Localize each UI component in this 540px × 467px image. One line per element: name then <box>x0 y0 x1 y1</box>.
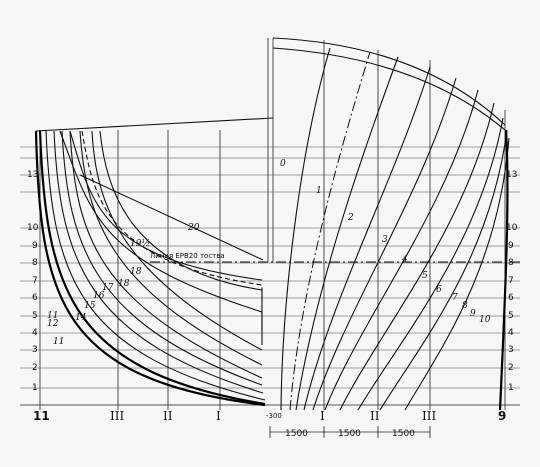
aft-sections <box>34 130 520 407</box>
wl-label-right-2: 2 <box>508 363 514 373</box>
fwd-sections <box>280 47 510 411</box>
aft-label-18b: 18 <box>130 267 142 277</box>
keel-line-label: Линия ЕРВ20 тоства <box>150 252 225 260</box>
wl-label-right-13: 13 <box>506 170 517 180</box>
aft-label-16: 16 <box>93 291 105 301</box>
wl-label-left-2: 2 <box>32 363 38 373</box>
dimension-label-1: 1500 <box>285 429 308 439</box>
aft-label-11: 11 <box>53 337 64 347</box>
dimension-line: 1500 1500 1500 <box>269 426 431 439</box>
aft-label-17: 17 <box>102 283 114 293</box>
fwd-label-0: 0 <box>280 159 286 169</box>
aft-section-18 <box>91 130 263 351</box>
aft-section-11 <box>34 130 266 407</box>
aft-label-12b: 12 <box>47 319 59 329</box>
diagonal-20 <box>79 174 264 261</box>
station-label-bow-I: I <box>320 409 325 423</box>
wl-label-left-3: 3 <box>32 345 38 355</box>
fwd-label-5: 5 <box>422 271 428 281</box>
wl-label-right-10: 10 <box>506 223 518 233</box>
fwd-section-9 <box>404 137 510 411</box>
station-label-stern-I: I <box>216 409 221 423</box>
fwd-label-2: 2 <box>347 213 354 223</box>
wl-label-right-3: 3 <box>508 345 514 355</box>
wl-label-left-4: 4 <box>32 328 38 338</box>
waterline-labels-right: 1 2 3 4 5 6 7 8 9 10 13 <box>506 170 518 393</box>
diagonal-20-label: 20 <box>187 223 200 233</box>
aft-label-18: 18 <box>118 279 130 289</box>
wl-label-left-8: 8 <box>32 258 38 268</box>
fwd-section-0 <box>280 47 331 411</box>
station-label-right-end: 9 <box>498 409 506 423</box>
aft-label-19: 19½ <box>130 238 150 249</box>
dimension-label-3: 1500 <box>392 429 415 439</box>
station-label-bow-III: III <box>422 409 436 423</box>
fwd-section-1 <box>289 51 371 411</box>
wl-label-left-7: 7 <box>32 276 38 286</box>
dimension-label-2: 1500 <box>338 429 361 439</box>
fwd-section-2 <box>295 56 399 411</box>
wl-label-right-1: 1 <box>508 383 514 393</box>
wl-label-left-1: 1 <box>32 383 38 393</box>
wl-label-left-6: 6 <box>32 293 38 303</box>
fwd-section-7 <box>357 117 504 411</box>
wl-label-right-8: 8 <box>508 258 514 268</box>
fwd-label-9: 9 <box>470 309 476 319</box>
aft-section-18b <box>99 130 263 330</box>
wl-label-right-6: 6 <box>508 293 514 303</box>
waterline-labels-left: 1 2 3 4 5 6 7 8 9 10 13 <box>27 170 39 393</box>
station-label-center: -300 <box>266 412 282 420</box>
aft-label-12a: 11 <box>47 311 58 321</box>
station-label-bow-II: II <box>370 409 380 423</box>
fwd-section-3 <box>303 66 431 411</box>
wl-label-right-9: 9 <box>508 241 514 251</box>
fwd-label-10: 10 <box>479 315 491 325</box>
fwd-section-labels: 0 1 2 3 4 5 6 7 8 9 10 <box>280 159 491 325</box>
aft-section-14 <box>53 130 264 394</box>
aft-section-19 <box>69 130 263 281</box>
wl-label-right-5: 5 <box>508 311 514 321</box>
wl-label-right-7: 7 <box>508 276 514 286</box>
bottom-station-labels: 11 III II I -300 I II III 9 <box>33 409 506 423</box>
aft-section-15 <box>61 130 263 386</box>
grid <box>20 37 520 410</box>
deck-line-aft <box>35 117 274 132</box>
aft-section-inner-a <box>59 130 263 345</box>
fwd-section-4 <box>312 77 457 411</box>
station-label-stern-II: II <box>163 409 173 423</box>
station-label-left-end: 11 <box>33 409 50 423</box>
fwd-section-5 <box>324 89 479 411</box>
fwd-label-7: 7 <box>452 293 458 303</box>
deck-line-fwd-outer <box>272 37 506 126</box>
aft-section-13 <box>45 130 266 401</box>
wl-label-right-4: 4 <box>508 328 514 338</box>
wl-label-left-5: 5 <box>32 311 38 321</box>
aft-section-17 <box>79 130 263 366</box>
aft-label-14: 14 <box>75 313 87 323</box>
aft-section-12 <box>38 130 266 406</box>
fwd-label-1: 1 <box>316 186 322 196</box>
deck-line-fwd-inner <box>272 47 506 131</box>
aft-section-19-dashed <box>81 130 263 300</box>
fwd-section-6 <box>339 102 495 411</box>
wl-label-left-9: 9 <box>32 241 38 251</box>
fwd-label-6: 6 <box>436 285 442 295</box>
aft-section-16 <box>69 130 263 379</box>
aft-section-labels: 11 11 12 14 15 16 17 18 18 19½ 20 Линия … <box>47 223 225 347</box>
aft-label-15: 15 <box>84 301 96 311</box>
station-label-stern-III: III <box>110 409 124 423</box>
fwd-label-3: 3 <box>382 235 388 245</box>
fwd-label-8: 8 <box>462 301 468 311</box>
stem-line <box>498 129 509 411</box>
wl-label-left-13: 13 <box>27 170 38 180</box>
fwd-section-8 <box>379 129 508 411</box>
wl-label-left-10: 10 <box>27 223 39 233</box>
fwd-label-4: 4 <box>401 255 408 265</box>
